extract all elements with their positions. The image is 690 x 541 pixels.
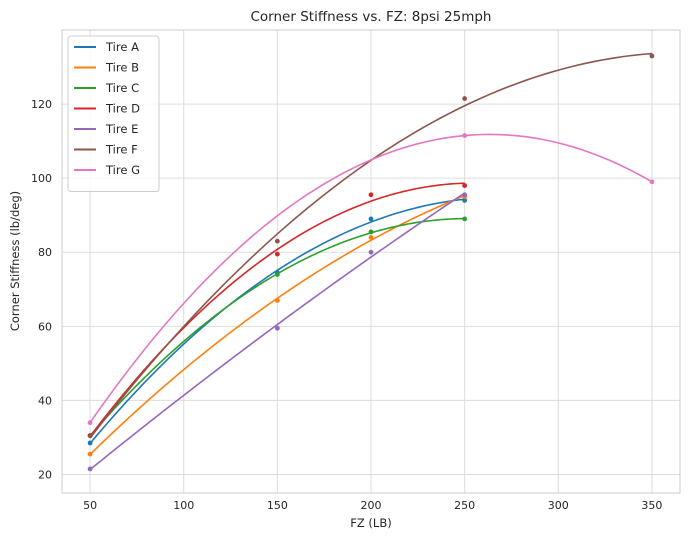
data-point xyxy=(368,249,374,255)
y-tick-label: 100 xyxy=(31,172,52,185)
data-point xyxy=(462,183,468,188)
y-tick-label: 120 xyxy=(31,98,52,111)
data-point xyxy=(274,251,280,257)
data-point xyxy=(87,433,93,438)
x-tick-labels: 50 100 150 200 250 300 350 xyxy=(83,499,662,512)
legend-label: Tire A xyxy=(105,40,139,54)
legend: Tire A Tire B Tire C Tire D Tire E Tire F Tire… xyxy=(67,35,160,192)
data-point xyxy=(87,466,93,472)
legend-label: Tire E xyxy=(105,122,138,136)
data-point xyxy=(368,235,374,240)
fit-curve xyxy=(89,133,653,424)
x-tick-label: 200 xyxy=(361,499,382,512)
x-tick-label: 350 xyxy=(641,499,662,512)
data-point xyxy=(274,297,280,303)
y-tick-label: 40 xyxy=(38,394,52,407)
data-points xyxy=(87,53,655,472)
x-tick-label: 50 xyxy=(83,499,97,512)
data-point xyxy=(462,96,468,101)
data-point xyxy=(649,53,655,59)
plot-frame xyxy=(61,29,681,494)
legend-box xyxy=(67,35,160,192)
fit-curve xyxy=(89,192,466,471)
y-axis-label: Corner Stiffness (lb/deg) xyxy=(8,191,22,331)
chart-title: Corner Stiffness vs. FZ: 8psi 25mph xyxy=(251,9,492,25)
data-point xyxy=(368,216,374,222)
data-point xyxy=(87,420,93,426)
data-point xyxy=(462,216,468,222)
x-tick-label: 100 xyxy=(173,499,194,512)
data-point xyxy=(368,229,374,235)
legend-label: Tire B xyxy=(105,61,139,75)
x-tick-label: 300 xyxy=(548,499,569,512)
y-tick-label: 80 xyxy=(38,246,52,259)
data-point xyxy=(274,272,280,277)
data-point xyxy=(368,192,374,198)
data-point xyxy=(462,192,468,198)
data-point xyxy=(462,197,468,203)
data-point xyxy=(649,179,655,185)
legend-label: Tire G xyxy=(105,163,140,177)
y-tick-label: 60 xyxy=(38,320,52,333)
data-point xyxy=(274,325,280,331)
legend-label: Tire C xyxy=(105,81,139,95)
legend-label: Tire D xyxy=(105,102,140,116)
x-tick-label: 250 xyxy=(454,499,475,512)
data-point xyxy=(87,440,93,446)
data-point xyxy=(462,133,468,138)
x-tick-label: 150 xyxy=(267,499,288,512)
y-tick-labels: 20 40 60 80 100 120 xyxy=(31,98,52,481)
legend-label: Tire F xyxy=(105,143,138,157)
data-point xyxy=(87,451,93,457)
data-point xyxy=(274,238,280,244)
y-tick-label: 20 xyxy=(38,468,52,481)
x-axis-label: FZ (LB) xyxy=(350,516,391,530)
